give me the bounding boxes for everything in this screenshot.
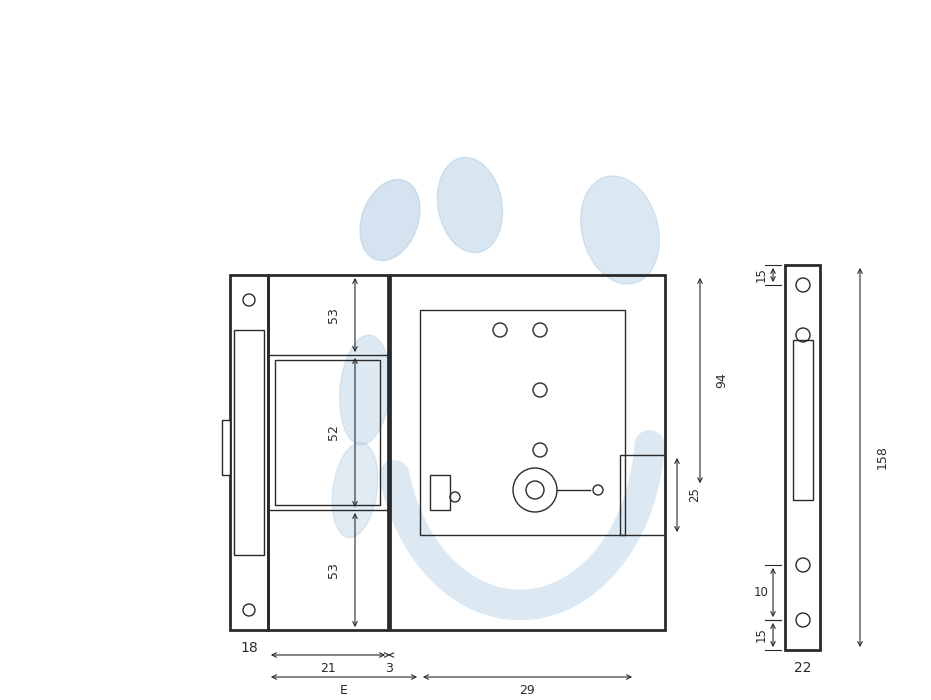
Bar: [268, 275, 388, 630]
Bar: [793, 340, 813, 500]
Ellipse shape: [340, 335, 390, 444]
Text: 25: 25: [689, 488, 701, 503]
Text: 53: 53: [327, 562, 340, 578]
Bar: [275, 360, 380, 505]
Ellipse shape: [438, 158, 503, 253]
Text: 3: 3: [385, 662, 393, 676]
Text: 15: 15: [754, 628, 767, 643]
Text: E: E: [340, 685, 348, 697]
Ellipse shape: [332, 442, 378, 538]
Ellipse shape: [360, 179, 420, 260]
Text: 22: 22: [794, 661, 812, 675]
Text: 15: 15: [754, 267, 767, 282]
Text: 29: 29: [519, 685, 535, 697]
Text: 53: 53: [327, 307, 340, 323]
Text: 52: 52: [327, 425, 340, 440]
Bar: [620, 455, 665, 535]
Text: 21: 21: [320, 662, 336, 676]
Bar: [420, 310, 625, 535]
Bar: [430, 475, 450, 510]
Bar: [390, 275, 665, 630]
Bar: [222, 420, 230, 475]
Ellipse shape: [581, 176, 659, 284]
Text: 10: 10: [753, 586, 768, 599]
Text: 94: 94: [716, 372, 728, 389]
Text: 18: 18: [240, 641, 258, 655]
Text: 158: 158: [875, 446, 888, 470]
Bar: [234, 330, 264, 555]
Bar: [785, 265, 820, 650]
Bar: [230, 275, 268, 630]
